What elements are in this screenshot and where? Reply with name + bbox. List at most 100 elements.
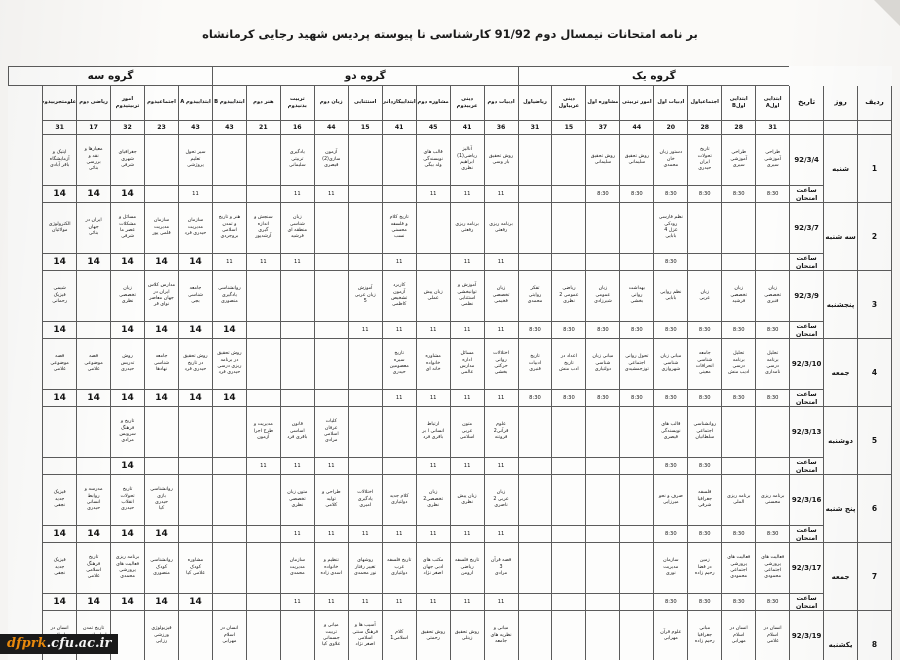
exam-cell: تاریخ تحولات انقلاب حیدری (110, 474, 146, 526)
exam-cell-line: برنامه ریزی (115, 555, 140, 561)
exam-cell-line: فعالیت های (761, 555, 785, 561)
exam-cell-line: موضوعی (84, 360, 103, 366)
column-header-row-no: ردیف (857, 85, 892, 121)
exam-cell (619, 202, 655, 254)
exam-cell-line: منصوری (153, 571, 170, 577)
exam-cell-line: مدیریت و (253, 422, 273, 428)
exam-cell-line: طراحی و (321, 490, 341, 496)
exam-time-value (551, 253, 587, 271)
exam-cell-line: جسمانی (322, 636, 340, 641)
exam-cell-line: تاریخ (122, 487, 133, 493)
exam-cell-line: مسائل (460, 351, 474, 357)
exam-cell: ایران در جهان بنائی (76, 202, 112, 254)
exam-time-label: ساعت امتحان (789, 389, 825, 407)
exam-time-value (517, 185, 553, 203)
exam-time-value: 11 (449, 593, 485, 611)
exam-cell-line: سیره (393, 357, 405, 363)
exam-cell: زبان عربی 2 ناصری (483, 474, 519, 526)
exam-cell: برنامه ریزی الملی (721, 474, 757, 526)
exam-cell (347, 338, 383, 390)
exam-cell-line: تشخیص (391, 296, 408, 301)
exam-time-value: 11 (483, 525, 519, 543)
exam-time-value: 14 (110, 525, 146, 543)
exam-cell-line: محسنی (764, 500, 781, 505)
column-header-line: علوم (63, 99, 77, 106)
exam-cell-line: برنامه (766, 357, 779, 363)
exam-cell-line: قنبری (766, 299, 779, 305)
exam-cell-line: مکتب های (422, 558, 444, 564)
exam-time-value (245, 321, 281, 339)
exam-date: 92/3/4 (789, 134, 825, 186)
exam-time-value (279, 389, 315, 407)
column-header-subject-5: امور تربیتی (619, 85, 655, 121)
exam-cell-line: تولید (326, 496, 336, 502)
exam-cell-line: فرهنگ (86, 561, 101, 567)
exam-cell: روش تحقیق سلیمانی (619, 134, 655, 186)
exam-cell-line: غلامی کیا (186, 571, 205, 577)
exam-cell (381, 134, 417, 186)
column-header-subject-8: ریاضیاول (517, 85, 553, 121)
exam-cell: کلیات عرفان اسلامی مرادی (313, 406, 349, 458)
exam-time-value (619, 457, 655, 475)
exam-cell-line: عمومی 2 (559, 292, 579, 298)
exam-cell-line: یادگیری (289, 150, 305, 156)
exam-time-value (755, 253, 791, 271)
exam-cell: مسائل اداره مدارس عالمی (449, 338, 485, 390)
exam-time-value: 11 (177, 185, 213, 203)
exam-cell-line: طراحی (731, 150, 747, 156)
exam-cell-line: زبان (428, 490, 438, 496)
exam-time-value (313, 389, 349, 407)
row-number: 8 (857, 610, 892, 660)
column-header-subject-13: استثنایی (347, 85, 383, 121)
exam-cell-line: انسان در (763, 626, 782, 632)
exam-cell-line: تاریخ (88, 555, 99, 561)
exam-cell (585, 202, 621, 254)
exam-cell-line: تخصصی (119, 292, 136, 298)
exam-cell-line: بخشی (630, 299, 644, 305)
exam-cell: معیارها و نقد و بررسی بنائی (76, 134, 112, 186)
exam-cell-line: دولتیاری (391, 571, 408, 577)
exam-time-value: 14 (42, 389, 78, 407)
exam-cell-line: سازمان (153, 218, 170, 224)
exam-cell-line: علوم (496, 422, 506, 428)
exam-cell-line: نظری (461, 500, 473, 505)
exam-cell-line: تاریخ کلام (389, 215, 409, 221)
exam-time-value: 11 (415, 321, 451, 339)
exam-cell (211, 474, 247, 526)
exam-cell-line: بازی (157, 493, 166, 499)
exam-time-value: 14 (42, 253, 78, 271)
exam-cell-line: جامعه (155, 354, 168, 360)
exam-time-value (76, 321, 112, 339)
column-header-subject-10: دینی عربیدوم (449, 85, 485, 121)
exam-cell-line: بررسی (86, 160, 101, 165)
exam-cell-line: رحمانی (52, 299, 68, 305)
column-header-line: اجتماعی (157, 99, 176, 106)
exam-cell: آسیب ها و فرهنگ سنتی اسلامی اصغر نژاد (347, 610, 383, 660)
exam-cell (517, 542, 553, 594)
exam-cell: فیزیولوژی ورزشی رزایی (144, 610, 179, 660)
exam-cell-line: نوری (665, 571, 676, 577)
exam-cell-line: ادبی جهان (422, 564, 444, 570)
exam-cell: بهداشت روانی بخشی (619, 270, 655, 322)
exam-cell: روش تدریس حیدری (110, 338, 146, 390)
exam-cell-line: روانشناسی (218, 286, 241, 292)
exam-cell: مشاوره کودک غلامی کیا (177, 542, 213, 594)
exam-time-value: 14 (211, 389, 247, 407)
exam-time-value (619, 525, 655, 543)
exam-cell (347, 134, 383, 186)
exam-cell-line: اسلامی (357, 636, 373, 641)
column-header-line: مشاوره اول (587, 99, 619, 106)
exam-cell-line: آموزش و (457, 283, 477, 289)
exam-cell-line: نظم فارسی (658, 215, 683, 221)
exam-cell: سازمان مدیریت نوری (653, 542, 689, 594)
exam-cell-line: درسی (732, 364, 745, 369)
exam-date: 92/3/7 (789, 202, 825, 254)
exam-time-value: 11 (313, 185, 349, 203)
exam-cell (585, 406, 621, 458)
exam-cell-line: بنائی (88, 166, 99, 172)
column-header-subject-12: ابتداییکاردانی (381, 85, 417, 121)
exam-cell-line: غزل 4 (664, 228, 678, 233)
column-header-line: ابتدایی (196, 99, 211, 106)
exam-cell-line: شناسی (663, 360, 679, 366)
